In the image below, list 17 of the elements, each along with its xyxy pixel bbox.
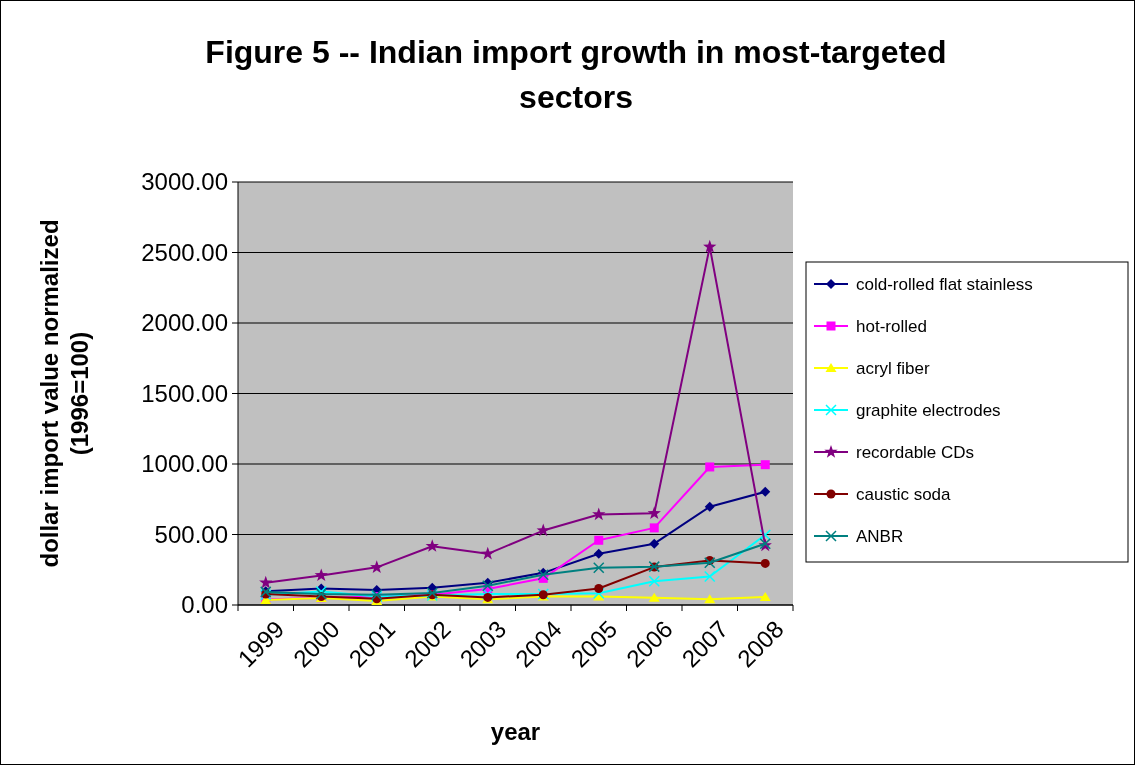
y-tick-label: 1500.00 — [141, 379, 228, 407]
y-tick-label: 2500.00 — [141, 238, 228, 266]
chart-title: Figure 5 -- Indian import growth in most-targeted sectors — [205, 34, 947, 115]
legend-label: hot-rolled — [856, 316, 927, 336]
legend-label: ANBR — [856, 526, 904, 546]
y-tick-label: 2000.00 — [141, 309, 228, 337]
y-tick-label: 500.00 — [154, 520, 228, 548]
legend-label: cold-rolled flat stainless — [856, 274, 1033, 294]
legend-label: acryl fiber — [856, 358, 931, 378]
y-tick-label: 1000.00 — [141, 450, 228, 478]
legend-label: caustic soda — [856, 484, 952, 504]
legend-label: graphite electrodes — [856, 400, 1001, 420]
x-axis-title: year — [490, 718, 541, 745]
y-tick-label: 3000.00 — [141, 168, 228, 196]
y-axis-title: dollar import value normalized (1996=100) — [36, 219, 93, 568]
y-tick-label: 0.00 — [181, 591, 228, 619]
legend-label: recordable CDs — [856, 442, 975, 462]
